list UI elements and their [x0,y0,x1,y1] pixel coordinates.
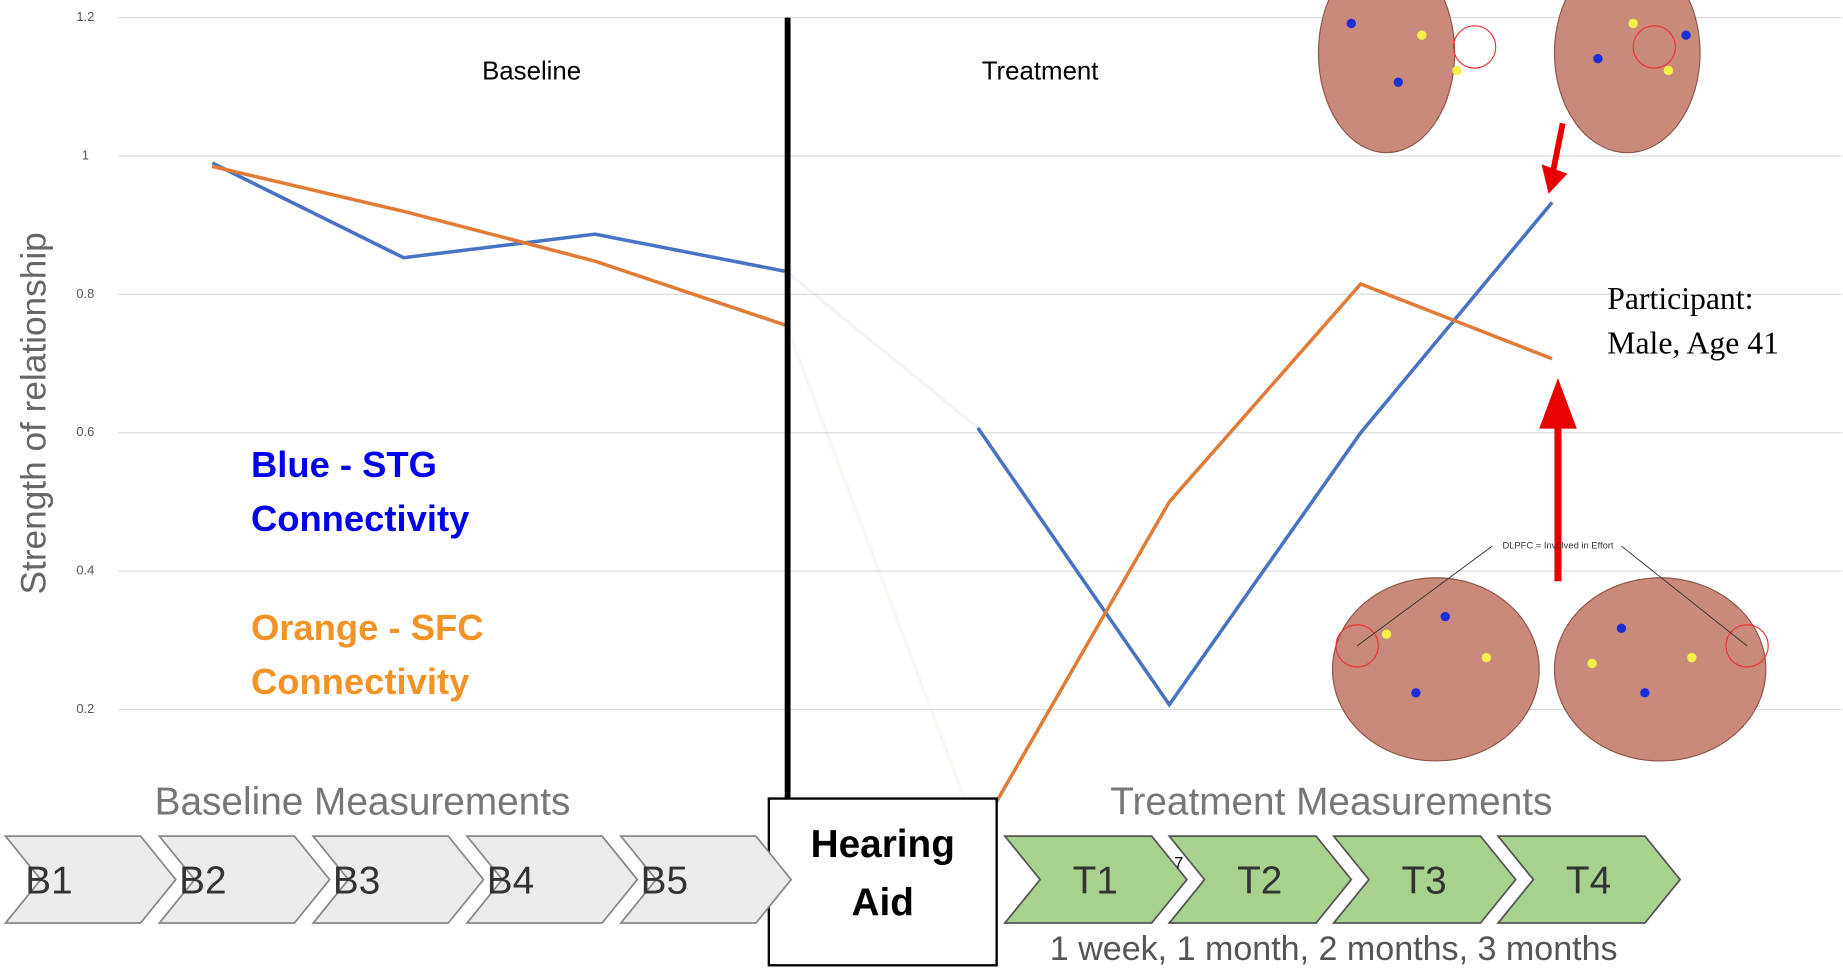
legend-text: Orange - SFC [251,607,484,648]
y-tick-label: 1 [82,147,89,162]
y-tick-label: 0.8 [76,286,94,301]
step-label: B5 [641,859,688,902]
y-axis-label: Strength of relationship [14,232,53,594]
step-label: B2 [179,859,226,902]
annotation: Treatment [982,58,1099,86]
series-transition [786,326,977,835]
step-label: T4 [1566,859,1611,902]
annotation: Baseline [482,58,581,86]
step-label: B4 [487,859,534,902]
participant-note: Participant: [1607,281,1753,316]
step-label: T1 [1073,859,1118,902]
series-line [212,163,786,272]
step-label: B1 [25,859,72,902]
intervention-label: Hearing [811,823,955,866]
y-tick-label: 0.2 [76,701,94,716]
legend-text: Blue - STG [251,444,437,485]
legend-text: Connectivity [251,498,470,539]
timeline-caption: 1 week, 1 month, 2 months, 3 months [1050,930,1618,968]
intervention-label: Aid [852,882,914,925]
y-tick-label: 1.2 [76,9,94,24]
step-label: T2 [1237,859,1282,902]
y-tick-label: 0.6 [76,424,94,439]
y-tick-label: 0.4 [76,563,94,578]
brain-label: DLPFC = Involved in Effort [1502,540,1613,551]
timeline-title: Baseline Measurements [155,781,571,824]
legend-text: Connectivity [251,661,470,702]
slide: 0.2 0.4 0.6 0.8 1 1.2 DLPFC = Involved in Eff… [0,0,1843,970]
timeline-title: Treatment Measurements [1110,781,1552,824]
slide-number: 7 [1174,855,1183,873]
participant-note: Male, Age 41 [1607,326,1779,361]
brain-images [1318,0,1768,761]
step-label: B3 [333,859,380,902]
step-label: T3 [1401,859,1446,902]
